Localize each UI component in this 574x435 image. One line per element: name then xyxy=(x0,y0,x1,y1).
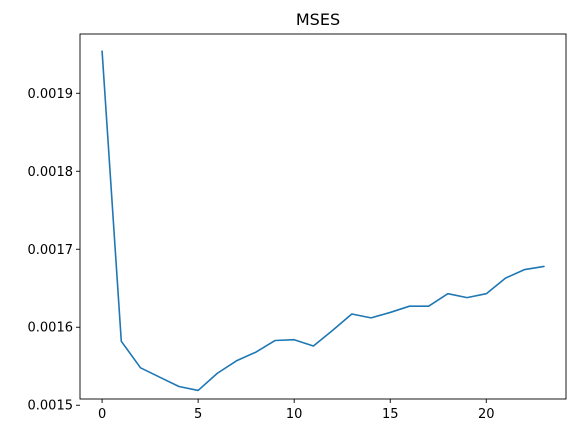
plot-frame xyxy=(79,33,567,400)
y-tick-label: 0.0016 xyxy=(28,321,74,336)
series-line xyxy=(101,50,545,392)
x-tick-label: 5 xyxy=(194,407,202,422)
chart-title: MSES xyxy=(296,10,340,29)
y-tick-label: 0.0015 xyxy=(28,399,74,414)
x-tick-label: 20 xyxy=(478,407,495,422)
x-axis-ticks: 0 5 10 15 20 xyxy=(98,399,495,422)
y-tick-label: 0.0018 xyxy=(28,165,74,180)
x-tick-label: 0 xyxy=(98,407,106,422)
y-tick-label: 0.0017 xyxy=(28,243,74,258)
x-tick-label: 10 xyxy=(286,407,303,422)
x-tick-label: 15 xyxy=(382,407,399,422)
y-axis-ticks: 0.0015 0.0016 0.0017 0.0018 0.0019 xyxy=(28,87,80,414)
y-tick-label: 0.0019 xyxy=(28,87,74,102)
series-layer xyxy=(101,50,545,392)
